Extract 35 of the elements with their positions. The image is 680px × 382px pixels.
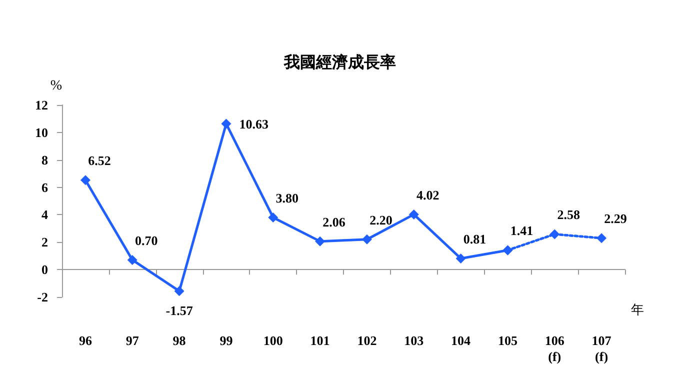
x-tick-label: 101: [310, 332, 330, 348]
y-tick-label: 4: [42, 207, 48, 222]
x-tick-label: 107 (f): [592, 332, 612, 364]
x-tick-label: 102: [357, 332, 377, 348]
data-label: 1.41: [510, 223, 534, 238]
y-tick-label: -2: [37, 290, 48, 304]
data-label: 2.58: [557, 207, 580, 222]
y-tick-label: 8: [42, 152, 48, 168]
x-tick-label: 98: [172, 332, 186, 348]
data-label: 0.70: [135, 232, 158, 248]
data-label: 0.81: [463, 231, 486, 246]
y-axis-title: %: [50, 78, 62, 94]
x-tick-label: 104: [451, 332, 472, 348]
x-tick-label: 105: [498, 332, 518, 348]
data-label: 2.06: [322, 214, 346, 230]
x-tick-label: 97: [126, 332, 140, 348]
data-label: 10.63: [239, 116, 269, 132]
data-label: 3.80: [276, 190, 298, 206]
data-label: 6.52: [88, 153, 111, 168]
x-tick-label: 103: [404, 332, 424, 348]
data-label: 2.29: [604, 211, 628, 226]
y-tick-label: 2: [42, 234, 48, 250]
x-tick-label: 99: [220, 332, 234, 348]
y-tick-label: 12: [35, 98, 48, 112]
x-tick-label: 106 (f): [544, 332, 565, 364]
data-label: -1.57: [166, 303, 194, 318]
x-tick-label: 96: [78, 332, 92, 348]
x-axis-title: 年: [631, 302, 644, 317]
x-tick-label: 100: [263, 332, 283, 348]
y-tick-label: 10: [35, 124, 48, 140]
data-label: 2.20: [370, 212, 392, 228]
y-tick-label: 6: [42, 180, 48, 195]
chart-title: 我國經濟成長率: [283, 52, 396, 72]
y-tick-label: 0: [42, 262, 48, 278]
data-label: 4.02: [416, 187, 440, 202]
